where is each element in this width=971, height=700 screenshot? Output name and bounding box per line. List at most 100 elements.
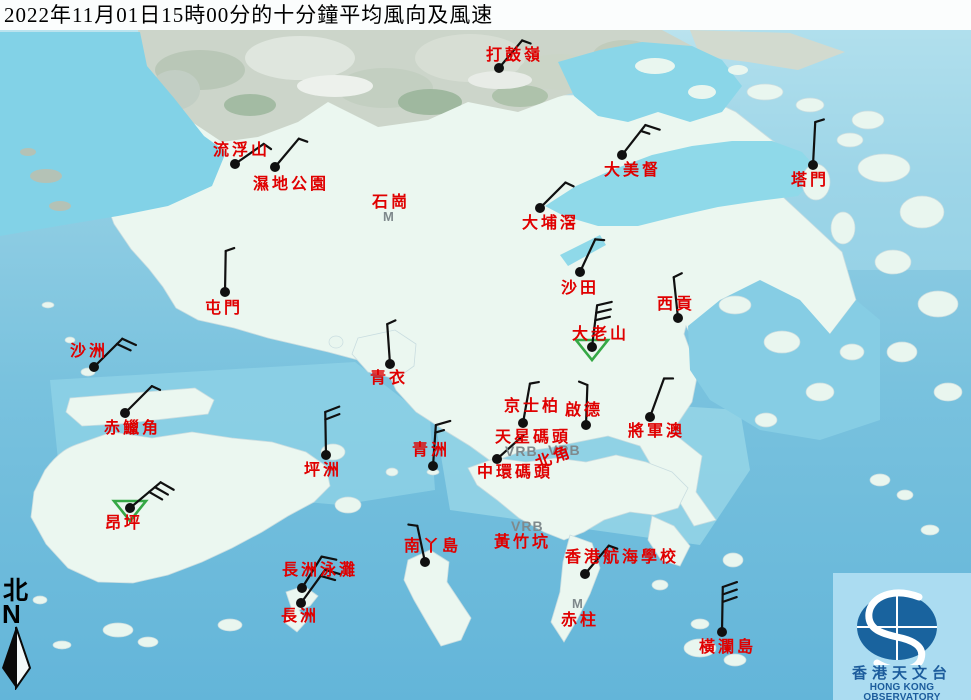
station-dot-icon: [220, 287, 230, 297]
wind-barb-icon: [521, 380, 540, 425]
station-wetland-park: [270, 137, 309, 172]
wind-barb-icon: [92, 337, 137, 369]
wind-barb-icon: [648, 377, 675, 419]
station-dot-icon: [321, 450, 331, 460]
hko-logo-en-label: HONG KONG OBSERVATORY: [863, 682, 941, 700]
wind-barb-icon: [583, 544, 619, 576]
wind-barb-icon: [386, 319, 397, 366]
land-stanley-peninsula: [550, 534, 601, 643]
station-dot-icon: [617, 150, 627, 160]
station-dot-icon: [385, 359, 395, 369]
reference-anemometer-triangle-icon: [111, 499, 149, 524]
wind-barb-icon: [324, 405, 341, 457]
station-tates-cairn: [573, 300, 613, 363]
hko-logo-zh-label: 香港天文台: [851, 665, 952, 682]
station-dot-icon: [518, 418, 528, 428]
station-ngong-ping: [111, 481, 175, 524]
station-dot-icon: [580, 569, 590, 579]
wind-barb-icon: [590, 300, 613, 349]
north-compass: 北 N: [0, 578, 40, 695]
station-dot-icon: [494, 63, 504, 73]
station-dot-icon: [270, 162, 280, 172]
station-dot-icon: [535, 203, 545, 213]
port-shelter-water: [688, 280, 880, 440]
station-tseung-kwan-o: [645, 377, 675, 422]
station-dot-icon: [492, 454, 502, 464]
wind-barb-icon: [128, 481, 175, 510]
land-lamma: [403, 549, 472, 647]
station-kai-tak: [577, 380, 591, 430]
wind-barb-icon: [811, 118, 825, 167]
wind-barb-icon: [300, 555, 338, 590]
tolo-harbour-water: [545, 141, 820, 226]
wind-barb-icon: [497, 39, 532, 70]
station-dot-icon: [575, 267, 585, 277]
station-central-pier: [492, 433, 525, 464]
station-dot-icon: [673, 313, 683, 323]
outlying-islands: [32, 83, 963, 667]
station-tuen-mun: [220, 246, 236, 297]
wind-barb-icon: [233, 142, 273, 166]
wind-barb-icon: [577, 380, 589, 427]
station-tai-mei-tuk: [617, 123, 661, 160]
deep-bay-water: [0, 32, 226, 236]
station-lau-fau-shan: [230, 142, 273, 169]
station-cheung-chau-beach: [297, 555, 338, 593]
wind-barb-icon: [495, 433, 525, 461]
hko-logo-icon: [857, 589, 937, 674]
station-hk-sea-school: [580, 544, 619, 579]
wind-barb-icon: [720, 580, 739, 634]
satellite-area-ne: [690, 30, 845, 70]
land-shek-o: [647, 515, 691, 567]
station-dot-icon: [581, 420, 591, 430]
north-arrow-icon: [2, 627, 32, 692]
land-hk-island: [467, 454, 689, 541]
station-dot-icon: [125, 503, 135, 513]
station-lamma-island: [407, 523, 430, 567]
wind-barb-icon: [407, 523, 427, 564]
wind-barb-icon: [299, 568, 341, 605]
station-green-island: [428, 419, 452, 471]
station-dot-icon: [296, 598, 306, 608]
compass-north-en-label: N: [2, 599, 21, 629]
wind-barb-icon: [273, 137, 309, 169]
station-dot-icon: [420, 557, 430, 567]
station-dot-icon: [230, 159, 240, 169]
station-sai-kung: [672, 272, 683, 323]
station-tai-po-kau: [535, 181, 575, 213]
station-dot-icon: [120, 408, 130, 418]
island: [728, 65, 748, 75]
compass-north-zh-label: 北: [3, 576, 29, 605]
island: [635, 58, 675, 74]
station-tsing-yi: [385, 319, 397, 369]
station-cheung-chau: [296, 568, 341, 608]
station-dot-icon: [428, 461, 438, 471]
wind-barb-icon: [223, 246, 236, 294]
wind-barb-icon: [538, 181, 575, 210]
wind-barb-icon: [672, 272, 683, 320]
station-chek-lap-kok: [120, 385, 162, 418]
station-kings-park: [518, 380, 540, 428]
wind-barb-icon: [620, 123, 661, 157]
sai-kung-islands: [718, 295, 865, 428]
wind-barb-icon: [123, 385, 162, 415]
station-dot-icon: [645, 412, 655, 422]
land-tsing-yi: [351, 329, 417, 380]
station-peng-chau: [321, 405, 341, 460]
station-dot-icon: [717, 627, 727, 637]
station-dot-icon: [297, 583, 307, 593]
hko-logo: 香港天文台 HONG KONG OBSERVATORY: [833, 573, 971, 700]
station-dot-icon: [89, 362, 99, 372]
wind-barb-icon: [578, 238, 606, 274]
station-dot-icon: [808, 160, 818, 170]
land-airport: [65, 387, 215, 427]
map-title: 2022年11月01日15時00分的十分鐘平均風向及風速: [0, 0, 971, 30]
starling-inlet-water: [558, 42, 742, 122]
island: [688, 85, 716, 99]
station-dot-icon: [587, 342, 597, 352]
bay-island: [49, 201, 71, 211]
station-sha-tin: [575, 238, 606, 277]
